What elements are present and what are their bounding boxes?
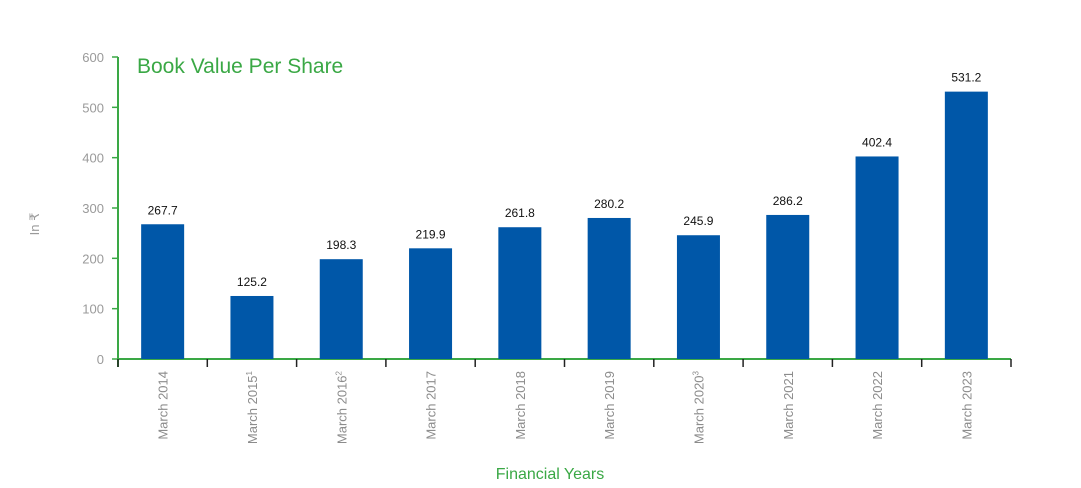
bar [320, 259, 363, 359]
x-tick-label: March 20151 [245, 370, 260, 444]
data-label: 286.2 [773, 194, 803, 208]
data-label: 531.2 [951, 71, 981, 85]
data-label: 280.2 [594, 197, 624, 211]
y-tick-label: 500 [82, 100, 104, 115]
x-axis-label: Financial Years [496, 466, 605, 483]
bar [141, 224, 184, 359]
y-tick-label: 400 [82, 151, 104, 166]
data-label: 245.9 [683, 214, 713, 228]
chart-title: Book Value Per Share [137, 55, 343, 78]
x-tick-labels: March 2014 March 20151 March 20162 March 20… [156, 370, 975, 444]
bar [677, 235, 720, 359]
data-label: 267.7 [148, 203, 178, 217]
x-tick-label: March 2018 [513, 371, 528, 440]
x-tick-label: March 2022 [870, 371, 885, 440]
data-label: 219.9 [416, 227, 446, 241]
x-tick-label: March 20203 [691, 370, 706, 444]
data-label: 402.4 [862, 135, 892, 149]
x-tick-label: March 2019 [602, 371, 617, 440]
y-axis-label: In ₹ [27, 213, 42, 236]
data-label: 198.3 [326, 238, 356, 252]
bar [856, 156, 899, 359]
y-axis: 0 100 200 300 400 500 600 [82, 50, 118, 367]
x-tick-label: March 2023 [959, 371, 974, 440]
data-label: 125.2 [237, 275, 267, 289]
bar [230, 296, 273, 359]
y-tick-label: 0 [97, 352, 104, 367]
data-label: 261.8 [505, 206, 535, 220]
y-tick-label: 100 [82, 302, 104, 317]
x-tick-label: March 2014 [156, 371, 171, 440]
x-axis [118, 359, 1011, 367]
bar [588, 218, 631, 359]
bar [409, 248, 452, 359]
y-tick-label: 300 [82, 201, 104, 216]
bar [945, 92, 988, 359]
x-tick-label: March 2021 [781, 371, 796, 440]
x-tick-label: March 20162 [334, 370, 349, 444]
y-tick-label: 200 [82, 251, 104, 266]
bar [766, 215, 809, 359]
x-tick-label: March 2017 [424, 371, 439, 440]
bar [498, 227, 541, 359]
y-tick-label: 600 [82, 50, 104, 65]
bars [141, 92, 988, 359]
